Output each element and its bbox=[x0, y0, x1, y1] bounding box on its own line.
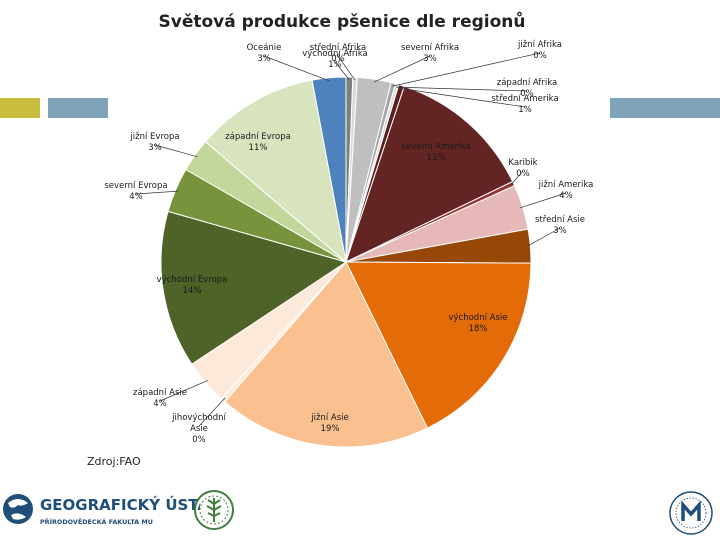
slice-label: Karibik 0% bbox=[508, 158, 537, 179]
slice-label: střední Afrika 0% bbox=[310, 43, 367, 64]
slice-label: severní Amerika 13% bbox=[402, 142, 471, 163]
slice-label: jižní Asie 19% bbox=[310, 413, 348, 434]
leader-line bbox=[154, 144, 198, 158]
leader-line bbox=[334, 61, 350, 81]
leader-line bbox=[337, 55, 356, 81]
logo-name: GEOGRAFICKÝ ÚSTAV bbox=[40, 495, 200, 514]
source-note: Zdroj:FAO bbox=[87, 455, 141, 468]
leader-line bbox=[510, 170, 524, 186]
pie-slice bbox=[224, 261, 429, 448]
slice-label: střední Asie 3% bbox=[535, 215, 585, 236]
pie-slice bbox=[345, 261, 532, 429]
slice-label: jižní Evropa 3% bbox=[129, 132, 179, 153]
leader-line bbox=[527, 227, 561, 247]
slice-label: střední Amerika 1% bbox=[491, 94, 558, 115]
leader-line bbox=[198, 397, 226, 427]
slice-label: jižní Amerika 4% bbox=[538, 180, 594, 201]
logo-subtitle: PŘÍRODOVĚDECKÁ FAKULTA MU bbox=[40, 517, 153, 526]
pie-slice bbox=[160, 210, 348, 365]
leader-line bbox=[159, 380, 208, 402]
slice-label: východní Evropa 14% bbox=[157, 275, 228, 296]
slice-label: severní Evropa 4% bbox=[104, 181, 167, 202]
leaf-emblem-icon bbox=[194, 490, 234, 530]
chart-title: Světová produkce pšenice dle regionů bbox=[159, 10, 526, 32]
slice-label: severní Afrika 3% bbox=[401, 43, 459, 64]
leader-line bbox=[373, 55, 431, 83]
leader-line bbox=[135, 190, 179, 195]
leader-line bbox=[396, 86, 528, 92]
globe-icon bbox=[3, 494, 33, 524]
slice-label: Oceánie 3% bbox=[247, 43, 282, 64]
leader-line bbox=[263, 55, 330, 82]
slice-label: jihovýchodní Asie 0% bbox=[171, 413, 226, 445]
leader-line bbox=[519, 192, 567, 209]
slice-label: východní Afrika 1% bbox=[302, 49, 368, 70]
slice-label: jižní Afrika 0% bbox=[517, 40, 562, 61]
slice-label: západní Afrika 0% bbox=[497, 78, 557, 99]
accent-bar-yellow bbox=[0, 98, 40, 118]
leader-line bbox=[392, 52, 541, 87]
geografie-logo: GEOGRAFICKÝ ÚSTAV PŘÍRODOVĚDECKÁ FAKULTA… bbox=[3, 494, 200, 526]
accent-bar-blue-left bbox=[48, 98, 108, 118]
leader-line bbox=[400, 88, 526, 108]
slice-label: západní Asie 4% bbox=[133, 388, 187, 409]
slice-label: západní Evropa 11% bbox=[225, 132, 291, 153]
slice-label: východní Asie 18% bbox=[448, 313, 507, 334]
university-seal-icon bbox=[669, 491, 713, 535]
accent-bar-blue-right bbox=[610, 98, 720, 118]
pie-slice bbox=[345, 85, 514, 263]
pie-slice bbox=[204, 79, 347, 264]
